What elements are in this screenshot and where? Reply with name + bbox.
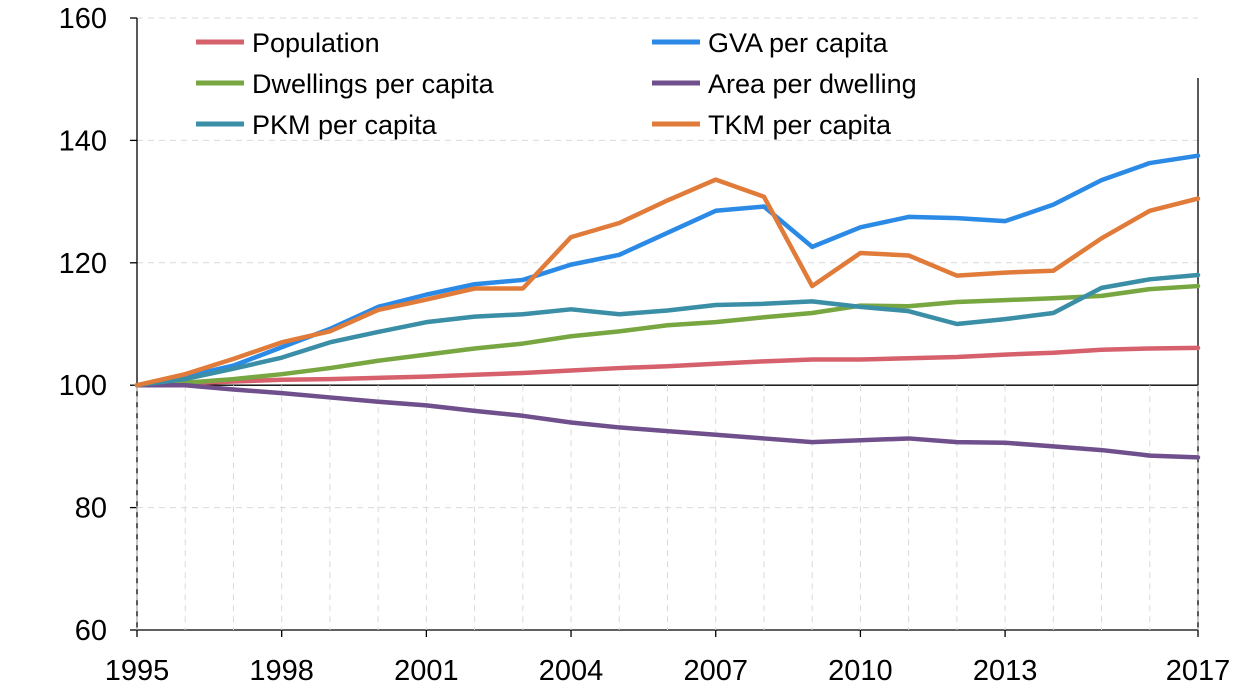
legend-label-pkm-per-capita: PKM per capita (252, 110, 438, 140)
y-tick-label-100: 100 (59, 370, 107, 402)
legend-label-dwellings-per-capita: Dwellings per capita (252, 69, 495, 99)
y-axis-tick-labels: 60 80 100 120 140 160 (59, 3, 137, 647)
x-tick-label-2010: 2010 (828, 655, 893, 687)
series-line-area-per-dwelling (134, 382, 1201, 460)
x-axis-tick-labels: 1995 1998 2001 2004 2007 2010 2013 2017 (105, 385, 1231, 687)
y-tick-label-120: 120 (59, 248, 107, 280)
series-line-pkm-per-capita (134, 272, 1201, 388)
legend-label-tkm-per-capita: TKM per capita (708, 110, 892, 140)
y-tick-label-60: 60 (75, 615, 107, 647)
legend-label-gva-per-capita: GVA per capita (708, 28, 889, 58)
series-line-dwellings-per-capita (134, 283, 1201, 388)
series-lines (134, 153, 1201, 460)
legend-label-area-per-dwelling: Area per dwelling (708, 69, 917, 99)
x-tick-label-1998: 1998 (249, 655, 314, 687)
x-tick-label-2001: 2001 (394, 655, 459, 687)
y-tick-label-160: 160 (59, 3, 107, 35)
x-tick-label-1995: 1995 (105, 655, 170, 687)
series-line-tkm-per-capita (134, 177, 1201, 388)
x-tick-label-2007: 2007 (683, 655, 748, 687)
legend: Population GVA per capita Dwellings per ca… (196, 28, 917, 140)
x-tick-label-2013: 2013 (973, 655, 1038, 687)
series-line-population (134, 345, 1201, 388)
y-tick-label-80: 80 (75, 493, 107, 525)
y-tick-label-140: 140 (59, 125, 107, 157)
x-tick-label-2017: 2017 (1166, 655, 1231, 687)
legend-label-population: Population (252, 28, 380, 58)
x-tick-label-2004: 2004 (539, 655, 604, 687)
